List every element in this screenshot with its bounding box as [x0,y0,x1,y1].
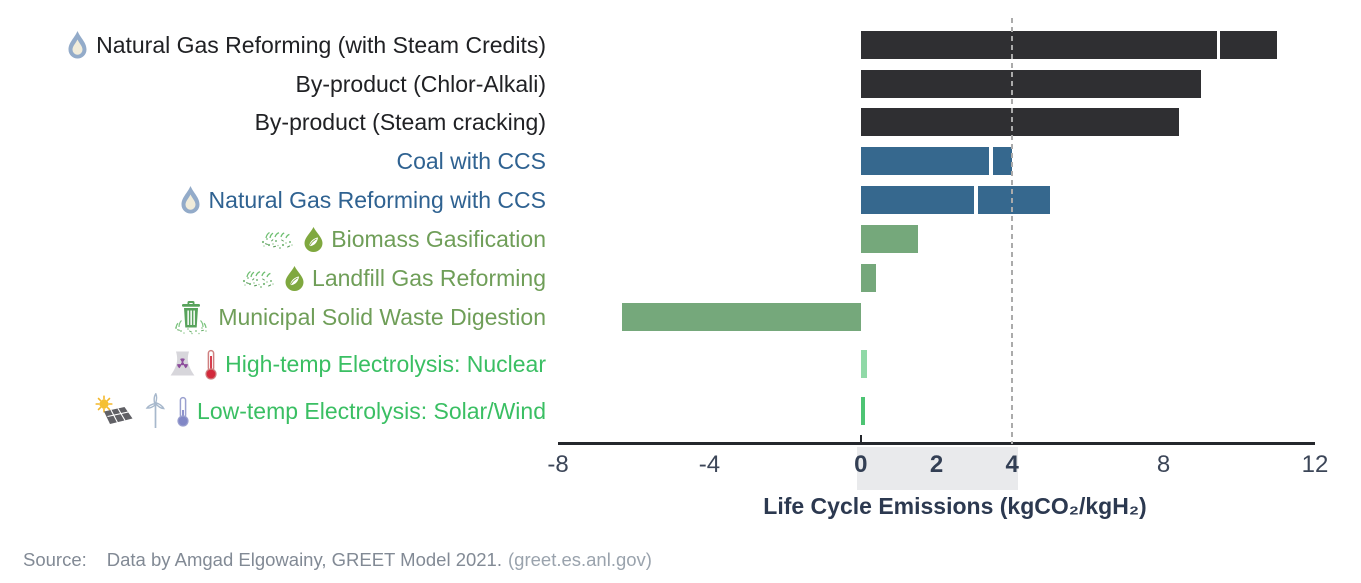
category-label: Low-temp Electrolysis: Solar/Wind [197,397,546,424]
tick-label: 2 [929,451,944,478]
tick-label: -8 [547,451,569,478]
thermometer-cold-icon [176,396,190,427]
source-text: Data by Amgad Elgowainy, GREET Model 202… [106,549,502,570]
category-label: By-product (Steam cracking) [254,108,546,135]
category-label: Coal with CCS [396,147,546,174]
category-label: High-temp Electrolysis: Nuclear [225,350,546,377]
source-link[interactable]: (greet.es.anl.gov) [508,549,652,570]
category-label: Natural Gas Reforming (with Steam Credit… [96,31,546,58]
x-axis-title: Life Cycle Emissions (kgCO₂/kgH₂) [763,493,1147,519]
biomass-icon [259,227,296,251]
tick-label: 8 [1156,451,1171,478]
tick-label: 12 [1301,451,1329,478]
category-row: Natural Gas Reforming with CCS [0,181,546,219]
tick-label: 4 [1005,451,1019,478]
bar-segment [860,31,1217,59]
flame-icon [66,30,89,61]
category-label: Municipal Solid Waste Digestion [218,303,546,330]
reference-line [1011,18,1014,444]
category-label: Natural Gas Reforming with CCS [208,186,546,213]
category-label: Landfill Gas Reforming [312,264,546,291]
bar-segment [978,186,1051,214]
thermometer-hot-icon [204,349,218,380]
category-row: Natural Gas Reforming (with Steam Credit… [0,26,546,64]
bar-segment [860,225,918,253]
zero-tick-mark [859,435,862,443]
flame-icon [179,185,202,216]
category-row: By-product (Chlor-Alkali) [0,65,546,103]
biomass-icon [240,266,277,290]
nuclear-plant-icon [168,349,197,380]
category-label: By-product (Chlor-Alkali) [295,70,546,97]
tick-label: -4 [698,451,721,478]
bar-segment [860,70,1202,98]
source-label: Source: [23,549,87,570]
category-row: By-product (Steam cracking) [0,103,546,141]
sun-solar-panel-icon [95,394,135,428]
category-row: High-temp Electrolysis: Nuclear [0,345,546,383]
category-label: Biomass Gasification [331,225,546,252]
bar-segment [860,108,1179,136]
category-row: Low-temp Electrolysis: Solar/Wind [0,392,546,430]
bar-segment [860,186,975,214]
trash-compost-icon [171,298,211,336]
category-row: Municipal Solid Waste Digestion [0,298,546,336]
droplet-leaf-icon [303,226,324,253]
wind-turbine-icon [142,392,169,430]
source-line: Source: Data by Amgad Elgowainy, GREET Mo… [23,549,652,571]
category-row: Landfill Gas Reforming [0,259,546,297]
bar-segment [860,264,876,292]
axis-highlight-band [856,447,1019,490]
bar-segment [860,147,990,175]
category-row: Coal with CCS [0,142,546,180]
bar-segment [860,350,867,378]
droplet-leaf-icon [284,265,305,292]
bar-segment [1220,31,1278,59]
bar-segment [993,147,1013,175]
bar-segment [622,303,861,331]
tick-label: 0 [854,451,868,478]
bar-segment [860,397,865,425]
category-row: Biomass Gasification [0,220,546,258]
x-axis-line [558,442,1315,445]
